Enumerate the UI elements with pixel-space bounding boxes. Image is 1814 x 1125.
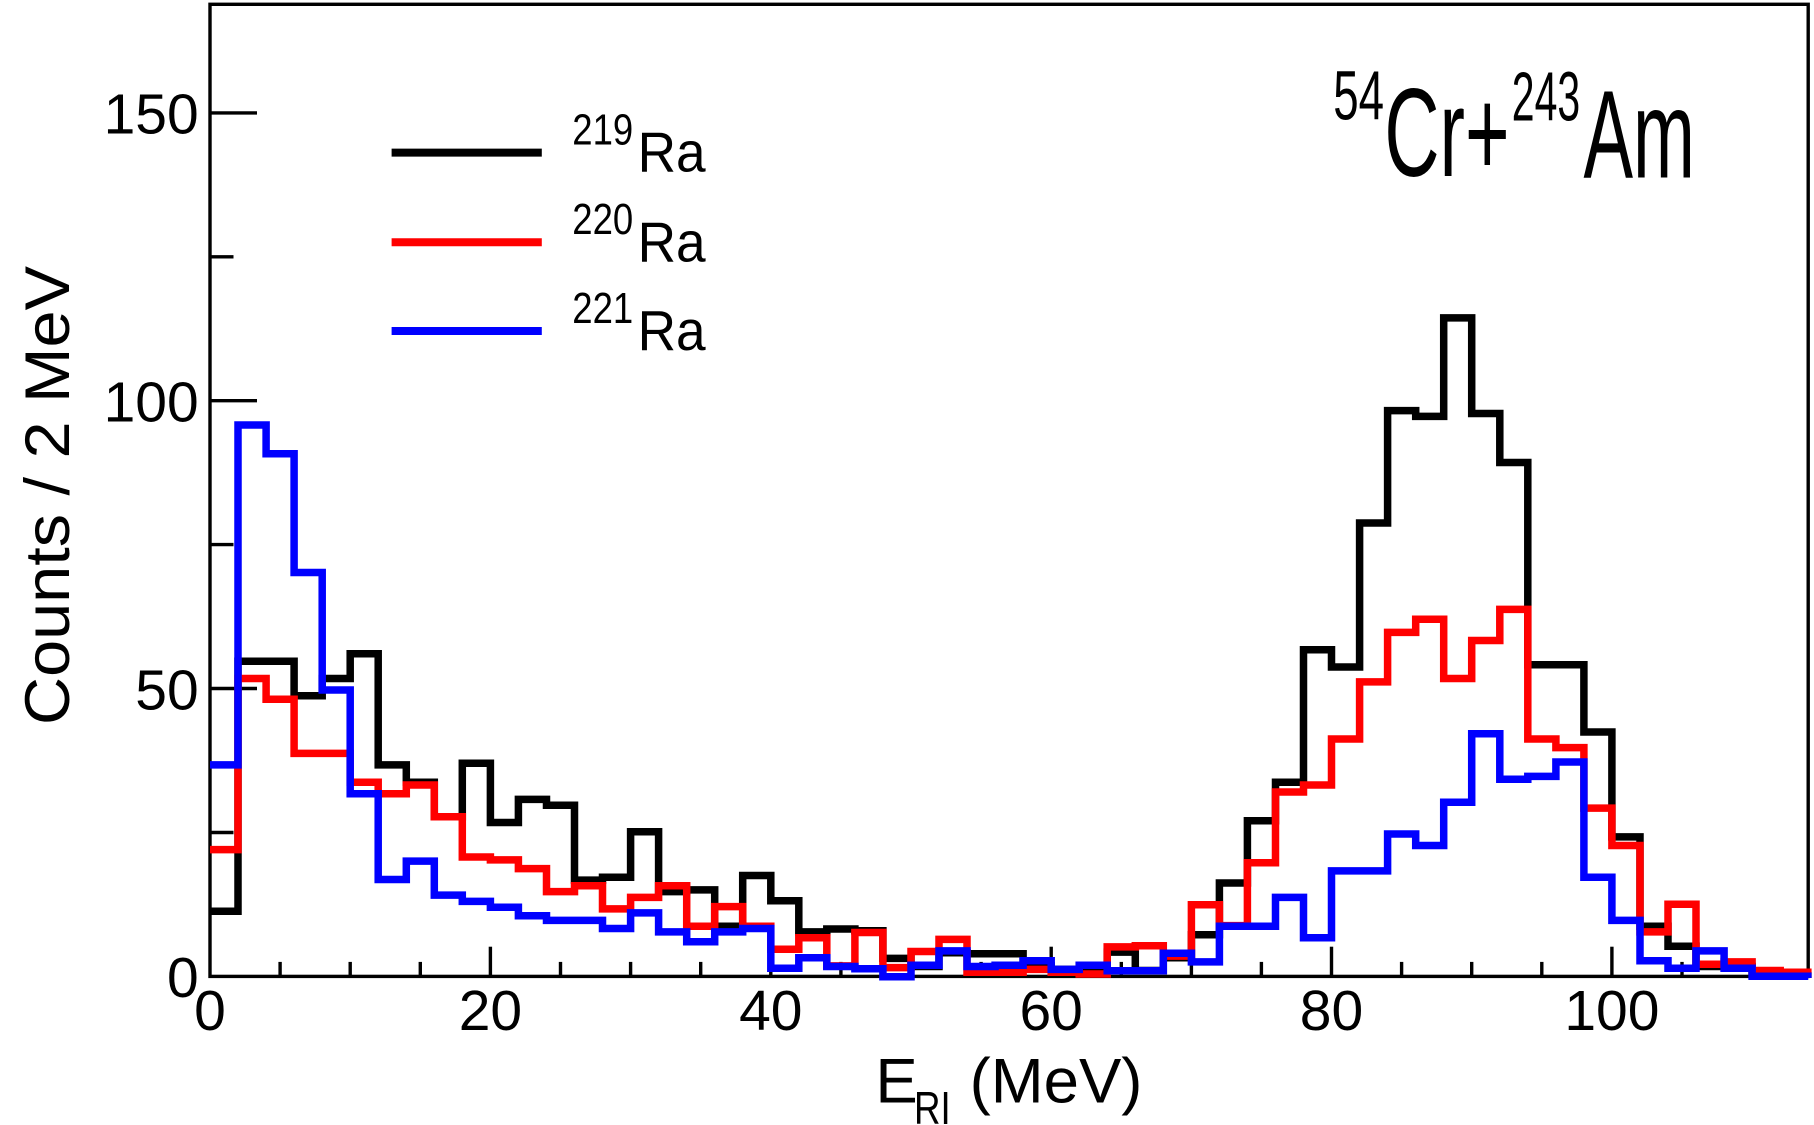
svg-text:219: 219 [572,105,633,154]
svg-text:Ra: Ra [638,210,706,274]
svg-text:220: 220 [572,195,633,244]
svg-text:150: 150 [104,83,199,147]
svg-text:100: 100 [104,371,199,435]
svg-text:E: E [875,1047,917,1117]
svg-text:0: 0 [167,946,199,1010]
svg-text:RI: RI [914,1082,951,1125]
svg-text:Ra: Ra [638,121,706,185]
svg-text:Counts / 2 MeV: Counts / 2 MeV [13,265,83,725]
svg-text:54: 54 [1333,57,1384,135]
svg-text:Ra: Ra [638,299,706,363]
svg-text:221: 221 [572,284,633,333]
svg-text:40: 40 [739,979,802,1043]
svg-text:50: 50 [135,658,198,722]
svg-text:80: 80 [1300,979,1363,1043]
svg-text:243: 243 [1512,58,1580,136]
svg-text:100: 100 [1564,979,1659,1043]
svg-text:(MeV): (MeV) [970,1047,1143,1117]
svg-text:Cr+: Cr+ [1384,64,1509,203]
svg-text:60: 60 [1019,979,1082,1043]
svg-text:0: 0 [194,979,226,1043]
svg-text:20: 20 [459,979,522,1043]
svg-text:Am: Am [1584,66,1695,205]
